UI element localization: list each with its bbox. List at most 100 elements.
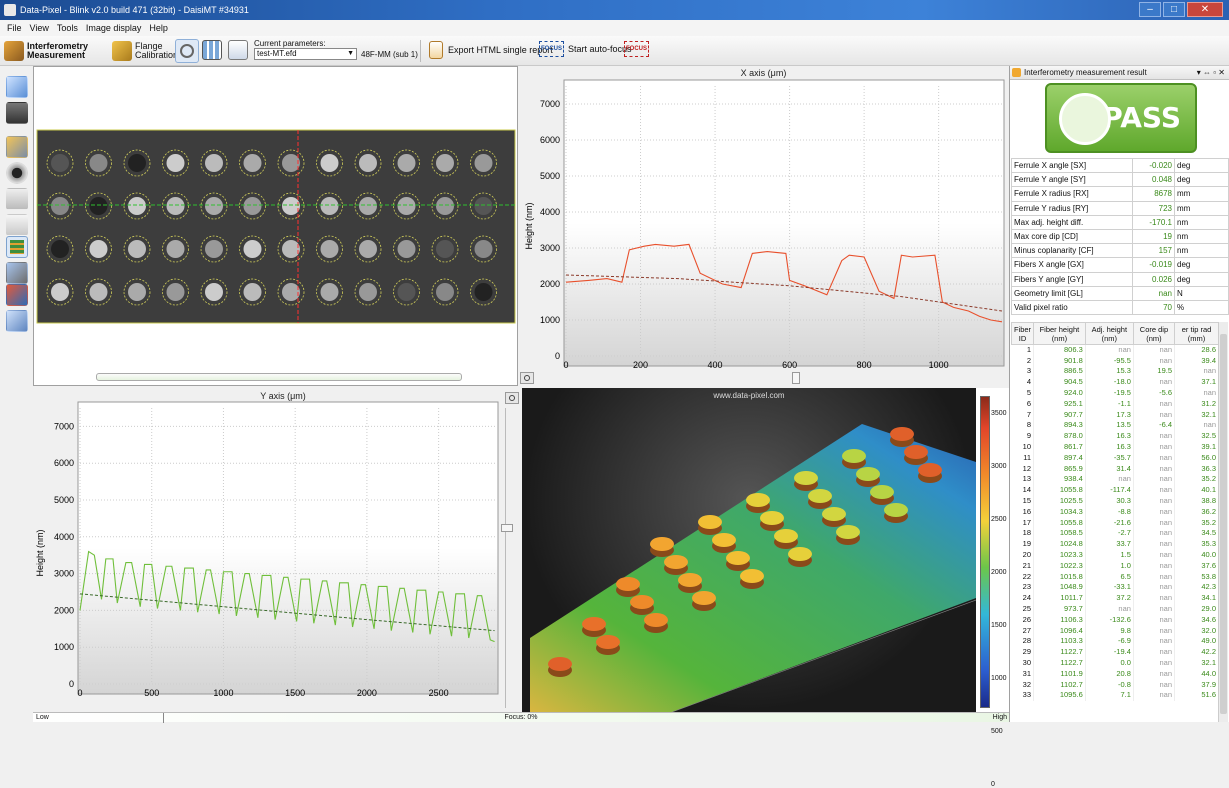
fiber-table-header[interactable]: Adj. height (nm) (1084, 322, 1134, 345)
fiber-cell: 1034.3 (1033, 506, 1086, 518)
menu-image-display[interactable]: Image display (85, 23, 142, 33)
fiber-cell: -18.0 (1085, 376, 1134, 388)
table-row[interactable]: 18 1058.5 -2.7 nan 34.5 (1011, 528, 1219, 539)
fiber-table-header[interactable]: Fiber height (nm) (1033, 322, 1086, 345)
y-slider-handle[interactable] (501, 524, 513, 532)
current-params-label: Current parameters: (254, 39, 326, 48)
table-row[interactable]: 10 861.7 16.3 nan 39.1 (1011, 441, 1219, 453)
measurement-results-icon[interactable] (6, 236, 28, 258)
table-row[interactable]: 19 1024.8 33.7 nan 35.3 (1011, 538, 1219, 550)
fiber-ring (200, 235, 228, 263)
table-row[interactable]: 22 1015.8 6.5 nan 53.8 (1011, 571, 1219, 583)
table-row[interactable]: 16 1034.3 -8.8 nan 36.2 (1011, 506, 1219, 518)
camera-view-icon[interactable] (6, 102, 28, 124)
table-row[interactable]: 32 1102.7 -0.8 nan 37.9 (1011, 679, 1219, 690)
params-select[interactable]: test-MT.efd ▼ (254, 48, 357, 60)
y-tick-label: 7000 (540, 99, 560, 109)
fiber-core (205, 283, 223, 301)
table-row[interactable]: 7 907.7 17.3 nan 32.1 (1011, 409, 1219, 421)
menu-view[interactable]: View (29, 23, 49, 33)
fiber-table-scrollbar[interactable] (1218, 322, 1228, 722)
layers-icon[interactable] (6, 136, 28, 158)
x-slider-handle[interactable] (792, 372, 800, 384)
table-row[interactable]: 21 1022.3 1.0 nan 37.6 (1011, 560, 1219, 572)
table-row[interactable]: 6 925.1 -1.1 nan 31.2 (1011, 398, 1219, 410)
table-row[interactable]: 26 1106.3 -132.6 nan 34.6 (1011, 614, 1219, 626)
zoom-button[interactable] (520, 372, 534, 384)
table-row[interactable]: 23 1048.9 -33.1 nan 42.3 (1011, 582, 1219, 593)
fiber-table-header[interactable]: Core dip (nm) (1132, 322, 1176, 345)
menu-tools[interactable]: Tools (56, 23, 78, 33)
fiber-pillar-top (712, 533, 736, 547)
minimize-button[interactable]: – (1139, 2, 1161, 17)
report-scroll-icon[interactable] (6, 310, 28, 332)
table-row[interactable]: 17 1055.8 -21.6 nan 35.2 (1011, 517, 1219, 529)
panel-dock-buttons[interactable]: ▾ ⇔ ▫ ✕ (1196, 68, 1225, 77)
fiber-pillar-top (918, 463, 942, 477)
table-row[interactable]: 13 938.4 nan nan 35.2 (1011, 474, 1219, 485)
table-row[interactable]: 12 865.9 31.4 nan 36.3 (1011, 463, 1219, 475)
table-row[interactable]: 24 1011.7 37.2 nan 34.1 (1011, 592, 1219, 604)
table-row[interactable]: 15 1025.5 30.3 nan 38.8 (1011, 495, 1219, 507)
grid-tool-button[interactable] (202, 40, 222, 60)
colorbar-tick: 2500 (991, 516, 1007, 523)
y-tick-label: 4000 (54, 532, 74, 542)
table-row[interactable]: 11 897.4 -35.7 nan 56.0 (1011, 452, 1219, 464)
fiber-table-header[interactable]: er tip rad (mm) (1174, 322, 1219, 345)
fiber-table-header[interactable]: Fiber ID (1011, 322, 1034, 345)
table-row[interactable]: 5 924.0 -19.5 -5.6 nan (1011, 387, 1219, 399)
table-row[interactable]: 25 973.7 nan nan 29.0 (1011, 603, 1219, 615)
color-layers-icon[interactable] (6, 284, 28, 306)
table-row[interactable]: 4 904.5 -18.0 nan 37.1 (1011, 376, 1219, 388)
fiber-cell: 40.1 (1174, 484, 1219, 496)
close-button[interactable]: ✕ (1187, 2, 1223, 17)
zoom-button-2[interactable] (505, 392, 519, 404)
histogram-icon[interactable] (6, 188, 28, 210)
fiber-ring (46, 192, 74, 220)
params-suffix: 48F-MM (sub 1) (361, 49, 418, 59)
table-row[interactable]: 33 1095.6 7.1 nan 51.6 (1011, 690, 1219, 701)
table-row[interactable]: 3 886.5 15.3 19.5 nan (1011, 366, 1219, 377)
fiber-cell: 37.6 (1174, 560, 1219, 572)
table-row[interactable]: 20 1023.3 1.5 nan 40.0 (1011, 549, 1219, 561)
interferometry-button[interactable]: Interferometry Measurement (4, 41, 88, 61)
warning-icon[interactable] (6, 214, 28, 236)
fiber-camera-image[interactable] (34, 67, 517, 385)
params-tool-button[interactable] (228, 40, 248, 60)
menu-help[interactable]: Help (149, 23, 168, 33)
magnifier-tool-button[interactable] (175, 39, 199, 63)
export-html-button[interactable]: Export HTML single report (429, 41, 553, 59)
fiber-pillar-top (760, 511, 784, 525)
fiber-cell: 32 (1011, 679, 1034, 690)
fiber-ring (470, 278, 497, 306)
table-row[interactable]: 8 894.3 13.5 -6.4 nan (1011, 420, 1219, 431)
edit-icon[interactable] (6, 76, 28, 98)
no-focus-button[interactable]: FOCUS (624, 41, 649, 57)
table-row[interactable]: 1 806.3 nan nan 28.6 (1011, 344, 1219, 356)
table-row[interactable]: 9 878.0 16.3 nan 32.5 (1011, 430, 1219, 442)
fiber-core (359, 154, 377, 172)
table-row[interactable]: 31 1101.9 20.8 nan 44.0 (1011, 668, 1219, 680)
table-row[interactable]: 2 901.8 -95.5 nan 39.4 (1011, 355, 1219, 367)
toolbar-divider (420, 40, 421, 62)
fiber-ring (316, 149, 343, 177)
maximize-button[interactable]: □ (1163, 2, 1185, 17)
grid-layers-icon[interactable] (6, 262, 28, 284)
table-row[interactable]: 28 1103.3 -6.9 nan 49.0 (1011, 636, 1219, 647)
fiber-cell: 865.9 (1033, 463, 1086, 475)
fiber-cell: 2 (1011, 355, 1034, 367)
scrollbar-thumb[interactable] (1220, 334, 1227, 714)
fiber-pillar-top (582, 617, 606, 631)
lens-icon[interactable] (6, 162, 28, 184)
fiber-ring (431, 278, 459, 306)
window-controls: – □ ✕ (1139, 2, 1223, 17)
table-row[interactable]: 14 1055.8 -117.4 nan 40.1 (1011, 484, 1219, 496)
table-row[interactable]: 29 1122.7 -19.4 nan 42.2 (1011, 646, 1219, 658)
param-unit: deg (1174, 172, 1229, 188)
flange-calibration-button[interactable]: Flange Calibration (112, 41, 178, 61)
table-row[interactable]: 30 1122.7 0.0 nan 32.1 (1011, 657, 1219, 669)
table-row[interactable]: 27 1096.4 9.8 nan 32.0 (1011, 625, 1219, 637)
autofocus-button[interactable]: FOCUS Start auto-focus (539, 41, 632, 57)
3d-view-panel[interactable]: www.data-pixel.com (522, 388, 976, 712)
menu-file[interactable]: File (7, 23, 22, 33)
